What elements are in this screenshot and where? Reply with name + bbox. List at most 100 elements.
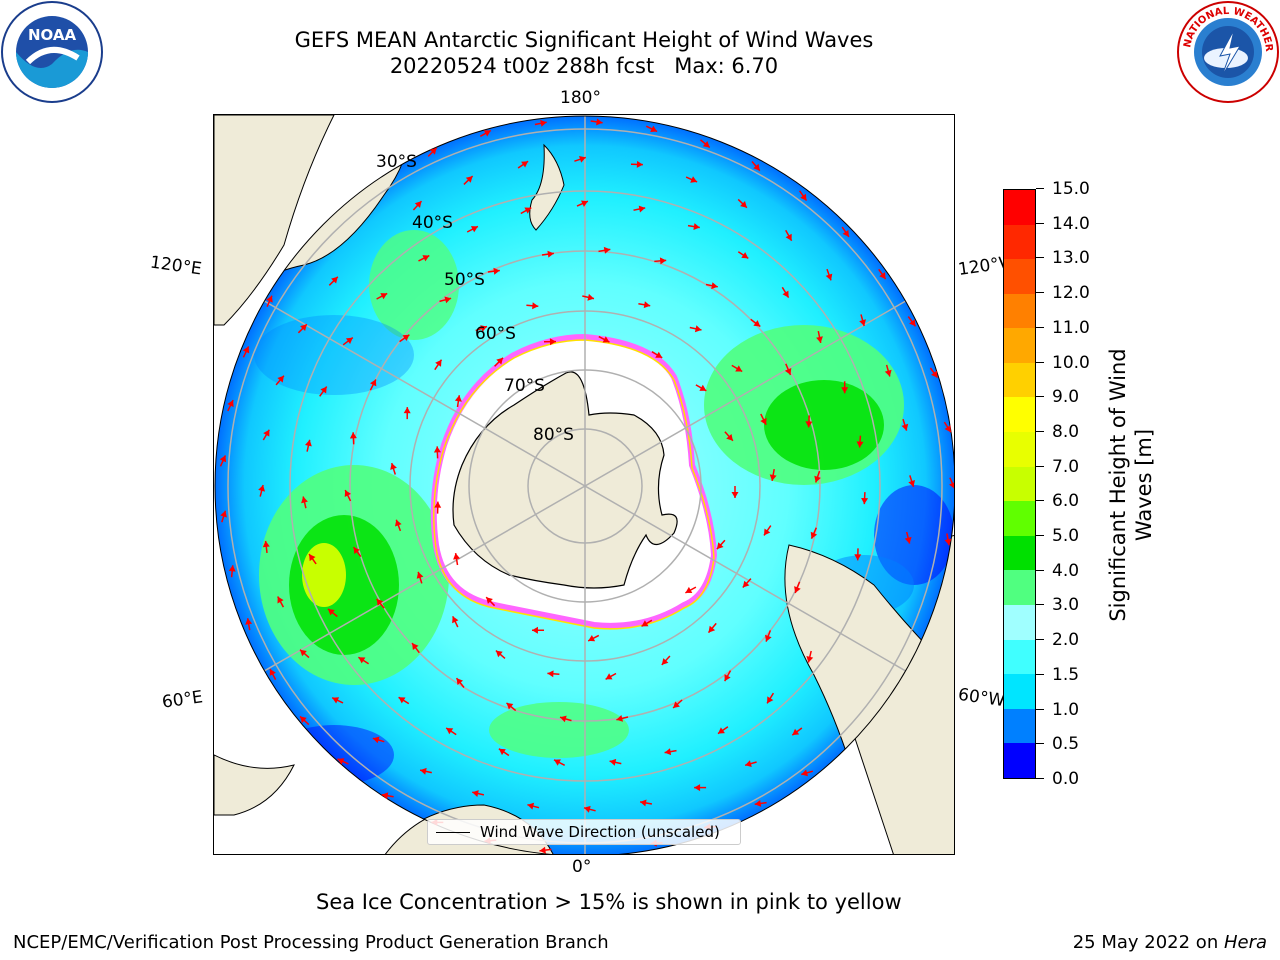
wave-direction-arrowhead: [444, 296, 452, 304]
colorbar-segment: [1004, 224, 1035, 260]
colorbar-tick-label: 0.0: [1052, 769, 1080, 789]
wave-direction-arrowhead: [277, 596, 284, 604]
wave-direction-arrowhead: [664, 748, 672, 756]
wave-direction-arrowhead: [395, 519, 402, 527]
wave-direction-arrowhead: [901, 423, 909, 431]
lon-label-120e: 120°E: [148, 252, 203, 280]
wave-direction-arrowhead: [353, 547, 360, 554]
wave-direction-arrowhead: [859, 319, 866, 326]
wave-direction-arrowhead: [337, 758, 345, 765]
wave-direction-arrowhead: [345, 337, 353, 344]
wave-direction-arrowhead: [861, 498, 869, 505]
wave-direction-arrowhead: [842, 230, 849, 237]
colorbar-tick-label: 2.0: [1052, 630, 1080, 651]
wave-direction-arrowhead: [266, 295, 273, 303]
colorbar-tick-label: 8.0: [1052, 421, 1080, 442]
legend-label: Wind Wave Direction (unscaled): [480, 823, 720, 841]
wave-direction-arrowhead: [277, 375, 284, 383]
footer-date-text: 25 May 2022 on: [1072, 932, 1224, 953]
map-canvas: [214, 115, 954, 854]
wave-direction-arrowhead: [769, 474, 777, 481]
wave-direction-arrowhead: [944, 538, 952, 546]
wave-direction-arrowhead: [767, 696, 774, 704]
colorbar-tick-label: 7.0: [1052, 456, 1080, 477]
wave-direction-arrowhead: [524, 207, 532, 214]
wave-direction-arrowhead: [784, 368, 792, 375]
wave-direction-arrowhead: [344, 490, 351, 497]
wave-direction-arrowhead: [602, 336, 610, 343]
wave-direction-arrowhead: [309, 554, 316, 562]
wave-direction-arrowhead: [452, 616, 459, 624]
wave-direction-arrowhead: [735, 365, 743, 372]
colorbar-segment: [1004, 535, 1035, 571]
colorbar-segment: [1004, 259, 1035, 294]
wave-direction-arrowhead: [745, 760, 752, 767]
wave-direction-arrowhead: [694, 784, 701, 792]
wave-direction-arrowhead: [358, 657, 366, 664]
polar-map: [213, 114, 955, 855]
wave-direction-arrowhead: [792, 728, 800, 736]
wave-direction-arrowhead: [904, 536, 912, 544]
wave-direction-arrowhead: [800, 193, 807, 201]
wave-direction-arrowhead: [884, 369, 892, 377]
colorbar-tick: [1036, 500, 1044, 502]
wave-direction-arrowhead: [765, 634, 772, 642]
colorbar-segment: [1004, 293, 1035, 329]
wave-direction-arrowhead: [616, 715, 623, 722]
colorbar-segment: [1004, 466, 1035, 502]
wave-direction-arrowhead: [603, 246, 611, 254]
wave-direction-arrowhead: [659, 257, 667, 265]
wave-direction-arrowhead: [380, 293, 388, 300]
colorbar-tick: [1036, 778, 1044, 779]
wave-direction-arrowhead: [560, 715, 567, 723]
wave-direction-arrowhead: [434, 501, 442, 508]
wave-direction-arrowhead: [328, 608, 335, 616]
wave-direction-arrowhead: [420, 767, 427, 775]
wave-direction-arrowhead: [456, 678, 463, 685]
wave-direction-arrowhead: [806, 656, 814, 663]
wave-direction-arrowhead: [422, 255, 430, 262]
colorbar-tick: [1036, 396, 1044, 398]
wave-direction-arrowhead: [349, 432, 357, 439]
wave-direction-arrowhead: [638, 205, 646, 213]
colorbar-tick-label: 15.0: [1052, 179, 1090, 199]
colorbar-segment: [1004, 639, 1035, 675]
colorbar-tick-label: 1.0: [1052, 699, 1080, 720]
footer-machine: Hera: [1223, 932, 1267, 953]
colorbar-tick: [1036, 708, 1044, 710]
wave-direction-arrowhead: [496, 357, 503, 365]
wave-direction-arrowhead: [693, 223, 700, 230]
wave-direction-arrowhead: [486, 597, 493, 604]
colorbar-tick-label: 14.0: [1052, 213, 1090, 234]
wave-direction-arrowhead: [605, 673, 613, 680]
colorbar-segment: [1004, 397, 1035, 433]
colorbar-tick-label: 1.5: [1052, 664, 1080, 685]
colorbar-tick: [1036, 326, 1044, 328]
wave-direction-arrowhead: [554, 759, 561, 766]
wave-direction-arrowhead: [245, 618, 253, 625]
wave-direction-arrowhead: [372, 736, 380, 744]
wave-direction-arrowhead: [521, 161, 529, 168]
colorbar-segment: [1004, 570, 1035, 606]
wave-direction-arrowhead: [856, 441, 864, 448]
wave-direction-arrowhead: [694, 325, 702, 333]
wave-direction-arrowhead: [731, 492, 739, 498]
wave-direction-arrowhead: [429, 147, 437, 155]
colorbar-tick: [1036, 361, 1044, 363]
wave-direction-arrowhead: [794, 586, 801, 593]
wave-direction-arrowhead: [470, 226, 478, 233]
wave-direction-arrowhead: [690, 176, 698, 183]
wave-direction-arrowhead: [433, 446, 441, 453]
colorbar-tick: [1036, 430, 1044, 432]
wave-direction-arrowhead: [532, 302, 539, 310]
colorbar-title: Significant Height of Wind Waves [m]: [1106, 348, 1156, 622]
wave-direction-arrowhead: [493, 267, 500, 275]
wave-direction-arrowhead: [540, 119, 547, 127]
wave-direction-arrowhead: [532, 626, 538, 634]
footer-date: 25 May 2022 on Hera: [1073, 932, 1267, 953]
lat-label-30s: 30°S: [376, 152, 417, 172]
wave-direction-arrowhead: [655, 351, 663, 358]
map-legend: Wind Wave Direction (unscaled): [427, 819, 741, 845]
wave-direction-arrowhead: [702, 141, 710, 148]
wave-direction-arrowhead: [320, 386, 327, 394]
